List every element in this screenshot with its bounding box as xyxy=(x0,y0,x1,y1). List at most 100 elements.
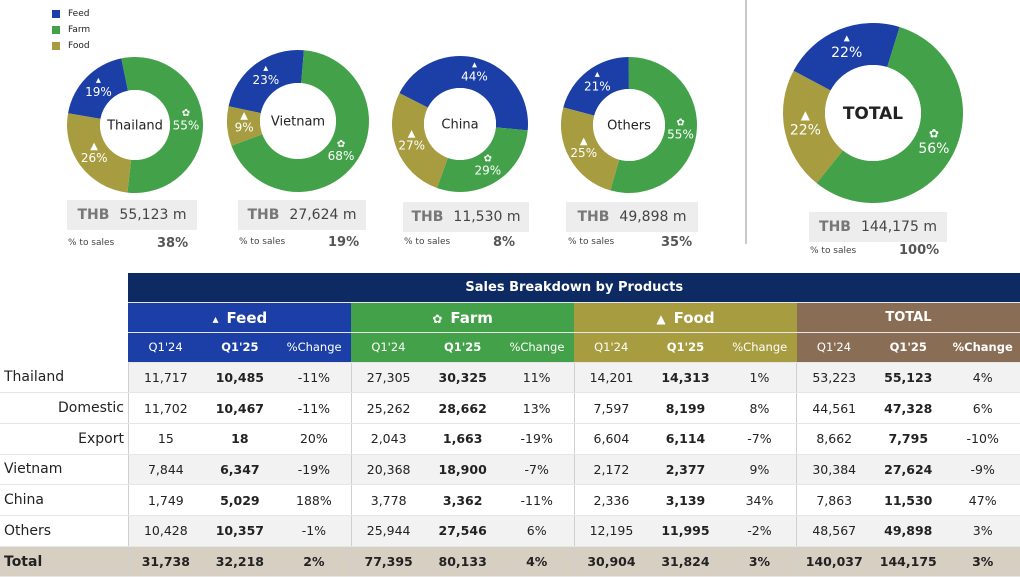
group-header-food: ▲ Food xyxy=(574,302,797,333)
feed-icon: ▴ xyxy=(472,59,477,70)
table-cell: 47,328 xyxy=(871,392,946,424)
donut-slice-feed xyxy=(563,57,629,116)
legend-label-food: Food xyxy=(68,41,90,51)
legend-label-feed: Feed xyxy=(68,9,90,19)
donut-slice-food xyxy=(560,107,620,191)
table-cell: 44,561 xyxy=(796,392,872,424)
table-cell: 1,663 xyxy=(425,423,500,455)
donut-slice-feed xyxy=(68,58,128,119)
col-header-q124: Q1'24 xyxy=(351,332,426,363)
legend-swatch-feed xyxy=(52,10,60,18)
currency-label: THB xyxy=(247,207,280,223)
table-cell: 25,944 xyxy=(350,515,426,547)
col-header-q125: Q1'25 xyxy=(202,332,277,363)
farm-icon: ✿ xyxy=(676,118,684,129)
table-cell: -19% xyxy=(277,454,352,486)
table-cell: -10% xyxy=(945,423,1020,455)
table-cell: 1% xyxy=(722,362,797,394)
table-cell: 144,175 xyxy=(871,546,946,577)
row-label: Total xyxy=(0,546,129,577)
amount-unit: m xyxy=(506,209,521,225)
col-header-q125: Q1'25 xyxy=(871,332,946,363)
table-cell: 32,218 xyxy=(202,546,277,577)
slice-label: 55% xyxy=(173,118,200,132)
amount-box-vietnam: THB 27,624 m xyxy=(238,200,366,230)
table-cell: 3% xyxy=(722,546,797,577)
table-cell: 3% xyxy=(945,546,1020,577)
pct-to-sales-label: % to sales xyxy=(68,238,115,248)
table-cell: 3% xyxy=(945,515,1020,547)
col-header-q124: Q1'24 xyxy=(128,332,203,363)
table-row: Thailand 11,717 10,485 -11% 27,305 30,325 11% 1… xyxy=(0,362,1020,394)
slice-label: 22% xyxy=(790,123,821,139)
table-cell: -9% xyxy=(945,454,1020,486)
amount-unit: m xyxy=(672,209,687,225)
table-cell: 11,702 xyxy=(127,392,203,424)
table-cell: 80,133 xyxy=(425,546,500,577)
food-icon: ▲ xyxy=(90,141,98,152)
donut-slice-food xyxy=(391,93,448,188)
farm-icon: ✿ xyxy=(182,108,190,119)
table-row: Vietnam 7,844 6,347 -19% 20,368 18,900 -7% 2,17… xyxy=(0,454,1020,486)
food-icon: ▲ xyxy=(656,311,666,326)
donut-slice-food xyxy=(67,113,132,193)
donut-slice-farm xyxy=(436,127,528,192)
table-cell: 4% xyxy=(499,546,575,577)
table-cell: 8,199 xyxy=(648,392,723,424)
group-header-total: TOTAL xyxy=(796,302,1020,333)
legend-label-farm: Farm xyxy=(68,25,91,35)
donut-slice-food xyxy=(783,70,843,184)
table-cell: 2,377 xyxy=(648,454,723,486)
table-cell: 30,325 xyxy=(425,362,500,394)
donut-slice-food xyxy=(226,106,263,146)
farm-icon: ✿ xyxy=(929,127,939,141)
group-label: Farm xyxy=(450,308,493,327)
currency-label: THB xyxy=(577,209,610,225)
col-header-change: %Change xyxy=(945,332,1020,363)
table-cell: 188% xyxy=(277,484,352,516)
slice-label: 27% xyxy=(398,139,425,153)
pct-to-sales-china: 8% xyxy=(493,235,516,250)
feed-icon: ▴ xyxy=(263,63,268,74)
legend: Feed Farm Food xyxy=(52,6,90,54)
table-cell: 10,467 xyxy=(202,392,277,424)
table-row: Others 10,428 10,357 -1% 25,944 27,546 6% 12,19… xyxy=(0,515,1020,547)
slice-label: 25% xyxy=(570,146,597,160)
table-cell: 9% xyxy=(722,454,797,486)
slice-label: 68% xyxy=(328,149,355,163)
row-label: Others xyxy=(0,515,129,547)
table-cell: 47% xyxy=(945,484,1020,516)
table-cell: 10,357 xyxy=(202,515,277,547)
table-cell: 34% xyxy=(722,484,797,516)
sales-breakdown-table: Sales Breakdown by Products ▴ Feed ✿ Farm … xyxy=(0,273,1020,577)
slice-label: 44% xyxy=(461,70,488,84)
col-header-q125: Q1'25 xyxy=(425,332,500,363)
table-cell: 8,662 xyxy=(796,423,872,455)
food-icon: ▲ xyxy=(580,136,588,147)
table-cell: 31,824 xyxy=(648,546,723,577)
table-cell: 4% xyxy=(945,362,1020,394)
slice-label: 56% xyxy=(918,141,949,157)
section-divider xyxy=(745,0,747,244)
table-cell: 10,428 xyxy=(127,515,203,547)
table-cell: 27,305 xyxy=(350,362,426,394)
donut-hole xyxy=(424,88,496,160)
donut-title: TOTAL xyxy=(843,104,903,124)
donut-slice-farm xyxy=(610,57,697,194)
table-cell: 30,904 xyxy=(573,546,649,577)
table-cell: -7% xyxy=(499,454,575,486)
table-cell: 140,037 xyxy=(796,546,872,577)
food-icon: ▲ xyxy=(801,108,811,122)
legend-item-food: Food xyxy=(52,38,90,54)
table-cell: 13% xyxy=(499,392,575,424)
pct-to-sales-vietnam: 19% xyxy=(328,235,360,250)
table-title: Sales Breakdown by Products xyxy=(128,273,1020,304)
table-cell: 6,604 xyxy=(573,423,649,455)
donut-others: ▴21% ✿55% ▲25% Others xyxy=(560,57,697,194)
table-cell: 2,043 xyxy=(350,423,426,455)
col-header-q124: Q1'24 xyxy=(574,332,649,363)
currency-label: THB xyxy=(411,209,444,225)
table-cell: -1% xyxy=(277,515,352,547)
table-cell: 55,123 xyxy=(871,362,946,394)
group-label: Food xyxy=(673,308,715,327)
